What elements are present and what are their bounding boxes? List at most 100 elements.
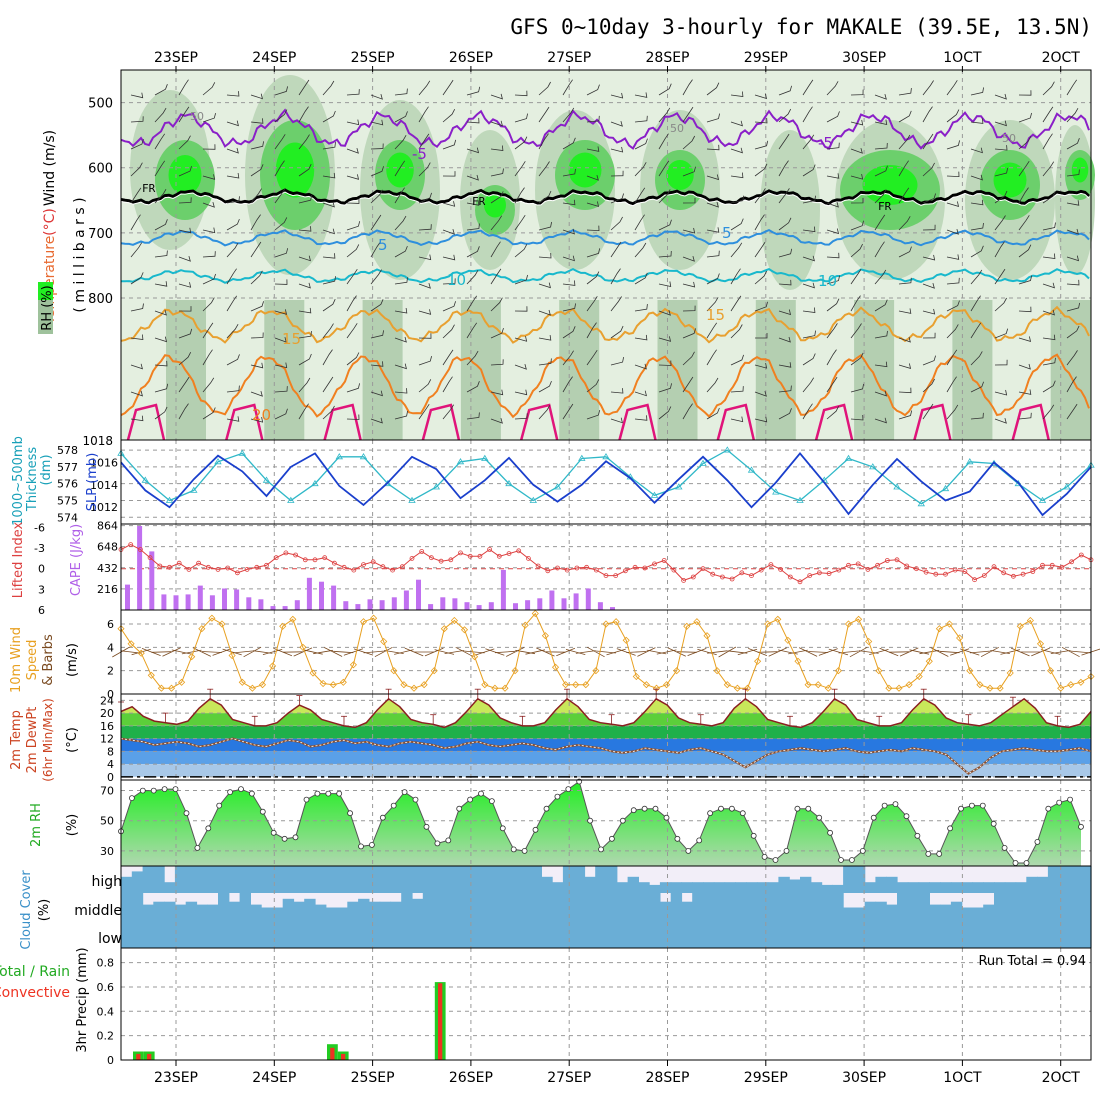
barb-201 bbox=[154, 219, 168, 231]
rh-lower-1 bbox=[264, 300, 305, 440]
cloud-low-bar-27 bbox=[412, 922, 424, 948]
barb-152 bbox=[898, 160, 909, 177]
barb-5 bbox=[250, 93, 263, 100]
barb-436 bbox=[994, 359, 1008, 366]
cape-bar-14 bbox=[294, 600, 300, 610]
thick-tick-2: 576 bbox=[57, 478, 78, 491]
cloud-low-bar-55 bbox=[713, 922, 726, 948]
wind-barb-36 bbox=[475, 648, 495, 656]
cape-bar-24 bbox=[416, 579, 421, 610]
wind-barb-73 bbox=[849, 646, 868, 658]
rh-panel: 70 50 30 bbox=[100, 778, 1091, 866]
rh-point-10 bbox=[227, 789, 234, 795]
rh-point-21 bbox=[347, 810, 354, 817]
barb-402 bbox=[178, 352, 192, 366]
li-point-31 bbox=[419, 549, 425, 554]
barb-227 bbox=[778, 217, 792, 231]
barb-262 bbox=[658, 250, 672, 258]
li-point-42 bbox=[526, 556, 531, 561]
barb-470 bbox=[850, 383, 864, 393]
wind-point-62 bbox=[743, 684, 752, 692]
barb-159 bbox=[1066, 169, 1080, 177]
rh-point-83 bbox=[1023, 860, 1030, 866]
barb-142 bbox=[658, 160, 670, 177]
cape-bar-7 bbox=[209, 595, 215, 610]
barb-1 bbox=[154, 84, 168, 96]
wind-point-75 bbox=[875, 667, 883, 675]
wind-point-29 bbox=[410, 684, 418, 692]
barb-271 bbox=[874, 241, 885, 258]
li-point-50 bbox=[603, 573, 609, 578]
li-point-54 bbox=[642, 565, 648, 571]
barb-357 bbox=[1018, 306, 1032, 313]
barb-109 bbox=[826, 142, 840, 150]
wind-point-45 bbox=[572, 681, 580, 689]
wind-barbs bbox=[130, 79, 1080, 424]
barb-328 bbox=[322, 299, 336, 312]
cloud-low-bar-22 bbox=[358, 922, 370, 948]
contour-label-c15b: 15 bbox=[706, 306, 725, 324]
barb-94 bbox=[466, 147, 480, 154]
rh-point-70 bbox=[881, 802, 888, 809]
temp-label-2: 2m DewPt bbox=[25, 707, 40, 774]
cloud-middle-bar-7 bbox=[196, 904, 208, 922]
barb-96 bbox=[514, 136, 528, 150]
barb-67 bbox=[778, 108, 792, 123]
cloud-low-bar-3 bbox=[153, 922, 165, 948]
wind-label-1: 10m Wind bbox=[9, 627, 24, 693]
cloud-high-bar-24 bbox=[379, 866, 392, 893]
wind-point-64 bbox=[764, 620, 772, 628]
barb-516 bbox=[994, 417, 1007, 424]
cloud-low-bar-29 bbox=[433, 922, 445, 948]
rh-lower-4 bbox=[559, 300, 600, 440]
barb-136 bbox=[514, 161, 526, 177]
barb-426 bbox=[754, 363, 768, 369]
cloud-middle-bar-66 bbox=[832, 893, 844, 922]
barb-513 bbox=[922, 403, 934, 420]
wind-barb-21 bbox=[324, 647, 343, 657]
barb-267 bbox=[778, 248, 793, 258]
rh-point-65 bbox=[827, 829, 833, 836]
barb-265 bbox=[730, 242, 743, 258]
cloud-middle-bar-27 bbox=[412, 898, 424, 922]
cloud-middle-bar-86 bbox=[1047, 893, 1060, 922]
cloud-low-bar-47 bbox=[627, 922, 639, 948]
rh-bright-7 bbox=[993, 162, 1027, 198]
li-point-53 bbox=[632, 564, 638, 570]
barb-416 bbox=[514, 363, 527, 370]
barb-129 bbox=[346, 174, 360, 180]
li-point-98 bbox=[1069, 559, 1074, 565]
cloud-high-bar-11 bbox=[239, 866, 251, 893]
cloud-low-bar-71 bbox=[886, 922, 898, 948]
li-point-64 bbox=[739, 570, 745, 576]
wind-barb-25 bbox=[363, 650, 384, 654]
barb-212 bbox=[418, 224, 432, 231]
cloud-low-bar-70 bbox=[875, 922, 887, 948]
cloud-middle-bar-1 bbox=[131, 893, 144, 922]
precip-panel: 0.8 0.6 0.4 0.2 0 bbox=[97, 948, 1091, 1067]
cloud-middle-bar-13 bbox=[261, 907, 273, 922]
barb-276 bbox=[994, 241, 1005, 258]
barb-299 bbox=[586, 271, 600, 285]
cloud-low-bar-11 bbox=[239, 922, 251, 948]
rh-point-60 bbox=[772, 857, 779, 863]
date-labels: 23SEP 23SEP 24SEP 24SEP 25SEP 25SEP 26SEP 26SEP… bbox=[154, 50, 1080, 1086]
barb-85 bbox=[250, 141, 264, 150]
barb-266 bbox=[754, 241, 766, 258]
cloud-low-bar-88 bbox=[1069, 922, 1081, 948]
cloud-low-bar-20 bbox=[336, 922, 348, 948]
rh-point-20 bbox=[336, 790, 343, 797]
cloud-high-bar-49 bbox=[649, 884, 661, 893]
barb-33 bbox=[922, 80, 934, 96]
barb-435 bbox=[970, 351, 983, 366]
barb-138 bbox=[562, 168, 576, 177]
barb-111 bbox=[874, 142, 888, 150]
li-point-46 bbox=[564, 567, 570, 573]
cloud-high-bar-4 bbox=[164, 882, 176, 893]
barb-120 bbox=[130, 162, 143, 177]
barb-71 bbox=[874, 119, 888, 126]
cloud-middle-bar-80 bbox=[983, 904, 995, 922]
thickness-point-19 bbox=[578, 454, 586, 461]
rh-point-1 bbox=[128, 795, 135, 801]
wind-point-54 bbox=[663, 681, 671, 689]
